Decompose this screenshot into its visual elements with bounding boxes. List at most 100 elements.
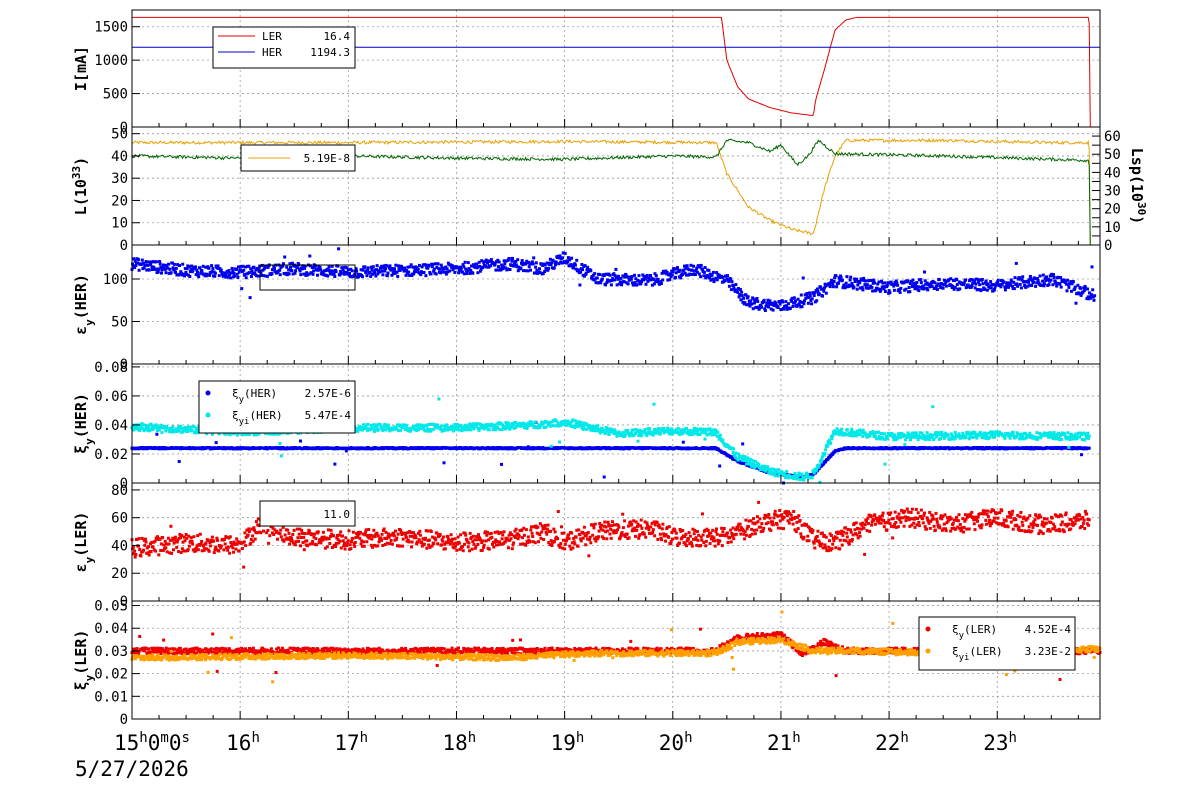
data-point xyxy=(831,285,835,289)
data-point xyxy=(254,268,258,272)
data-point xyxy=(466,425,470,429)
data-point xyxy=(1012,287,1016,291)
data-point xyxy=(289,265,292,269)
data-point xyxy=(623,433,627,437)
data-point xyxy=(880,436,884,440)
ytick-label: 0 xyxy=(120,238,128,254)
data-point xyxy=(552,266,556,270)
data-point xyxy=(799,478,803,481)
data-point xyxy=(339,270,343,273)
data-point xyxy=(926,434,930,438)
data-point xyxy=(505,423,509,427)
data-point xyxy=(1012,280,1016,284)
data-point xyxy=(489,258,493,262)
data-point xyxy=(244,544,248,548)
data-point xyxy=(908,433,912,437)
data-point xyxy=(923,279,927,283)
data-point xyxy=(538,426,542,430)
data-point xyxy=(627,278,631,282)
data-point xyxy=(858,286,862,290)
data-point xyxy=(330,264,334,268)
legend-name: ξy(HER) xyxy=(232,387,277,405)
data-point xyxy=(501,423,505,427)
data-point xyxy=(877,280,881,284)
data-point xyxy=(912,284,916,288)
data-point xyxy=(348,272,351,275)
data-point xyxy=(812,469,815,473)
data-point xyxy=(561,256,565,260)
data-point xyxy=(671,270,675,274)
data-point xyxy=(862,276,866,280)
data-point xyxy=(793,300,797,304)
data-point xyxy=(210,432,214,436)
data-point xyxy=(179,271,183,275)
data-point xyxy=(678,268,682,272)
data-point xyxy=(737,452,741,456)
data-point xyxy=(804,296,808,300)
data-point xyxy=(149,262,153,266)
data-point xyxy=(778,300,781,304)
data-point xyxy=(898,291,902,294)
data-point xyxy=(137,537,141,541)
data-point xyxy=(140,258,144,262)
data-point xyxy=(578,424,582,427)
data-point xyxy=(534,261,538,265)
data-point xyxy=(154,549,158,553)
data-point xyxy=(856,283,860,287)
data-point xyxy=(993,285,997,289)
data-point xyxy=(133,549,137,553)
data-point xyxy=(1068,438,1072,442)
data-point xyxy=(744,293,748,297)
data-point xyxy=(255,274,258,278)
data-point xyxy=(164,546,168,550)
data-point xyxy=(373,429,376,433)
data-point xyxy=(793,471,797,475)
data-point xyxy=(518,422,522,426)
data-point xyxy=(355,426,359,430)
data-point xyxy=(548,257,552,261)
ytick-right-label: 30 xyxy=(1104,184,1121,200)
data-point xyxy=(246,533,250,537)
ytick-label: 0 xyxy=(120,476,128,492)
data-point xyxy=(868,434,872,438)
data-point xyxy=(826,444,830,448)
data-point xyxy=(158,262,162,266)
data-point xyxy=(835,427,839,431)
data-point xyxy=(390,428,394,432)
data-point xyxy=(375,264,379,268)
data-point xyxy=(444,272,448,276)
data-point xyxy=(920,431,924,435)
data-point xyxy=(1052,275,1056,279)
data-point xyxy=(755,297,759,300)
data-point xyxy=(459,267,463,271)
data-point xyxy=(895,281,899,285)
data-point xyxy=(986,282,990,286)
data-point xyxy=(369,265,373,269)
data-point xyxy=(905,435,909,439)
data-point xyxy=(1057,431,1061,435)
data-point xyxy=(831,434,835,438)
data-point xyxy=(1027,280,1030,284)
data-point xyxy=(976,288,980,291)
data-point xyxy=(712,430,716,434)
data-point xyxy=(649,278,653,282)
data-point xyxy=(955,283,959,286)
data-point xyxy=(1080,453,1083,457)
data-point xyxy=(169,524,173,528)
data-point xyxy=(1074,432,1078,436)
data-point xyxy=(232,271,236,275)
data-point xyxy=(411,265,415,269)
legend-luminosity: 5.19E-8 xyxy=(240,144,356,172)
data-point xyxy=(1088,291,1091,295)
data-point xyxy=(690,429,694,433)
data-point xyxy=(918,285,922,289)
data-point xyxy=(481,265,485,269)
data-point xyxy=(879,432,883,435)
data-point xyxy=(229,541,233,544)
data-point xyxy=(529,268,532,272)
data-point xyxy=(510,259,514,263)
data-point xyxy=(833,276,837,280)
data-point xyxy=(800,472,804,476)
data-point xyxy=(363,265,367,269)
data-point xyxy=(695,430,699,434)
